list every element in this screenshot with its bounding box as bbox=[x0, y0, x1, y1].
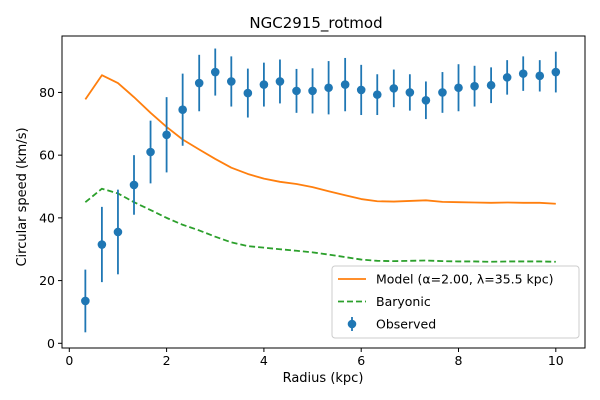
x-tick-label: 4 bbox=[260, 353, 268, 368]
legend-observed-marker bbox=[347, 319, 357, 329]
observed-point bbox=[502, 73, 512, 82]
chart-title: NGC2915_rotmod bbox=[249, 14, 382, 33]
y-tick-label: 80 bbox=[39, 85, 55, 100]
observed-point bbox=[324, 83, 333, 93]
observed-point bbox=[405, 88, 415, 97]
legend: Model (α=2.00, λ=35.5 kpc) Baryonic Observ… bbox=[331, 265, 580, 339]
observed-point bbox=[113, 227, 123, 237]
observed-point bbox=[292, 86, 301, 96]
y-tick-label: 0 bbox=[47, 336, 55, 351]
observed-point bbox=[146, 147, 155, 157]
x-tick-label: 10 bbox=[548, 353, 564, 368]
observed-point bbox=[551, 67, 561, 77]
observed-point bbox=[178, 105, 187, 114]
observed-point bbox=[356, 85, 366, 95]
observed-point bbox=[97, 240, 107, 249]
observed-point bbox=[421, 95, 431, 105]
observed-point bbox=[129, 180, 139, 190]
y-tick-label: 40 bbox=[39, 210, 55, 225]
legend-baryonic-label: Baryonic bbox=[376, 294, 431, 309]
observed-point bbox=[308, 86, 317, 96]
legend-observed-label: Observed bbox=[376, 317, 436, 332]
observed-point bbox=[259, 80, 269, 89]
observed-point bbox=[243, 88, 253, 98]
observed-point bbox=[194, 78, 204, 88]
observed-point bbox=[518, 69, 528, 78]
legend-model-label: Model (α=2.00, λ=35.5 kpc) bbox=[376, 272, 553, 287]
plot-area bbox=[81, 48, 561, 333]
y-tick-label: 20 bbox=[39, 273, 55, 288]
x-tick-label: 0 bbox=[65, 353, 73, 368]
observed-point bbox=[454, 83, 463, 93]
observed-point bbox=[275, 77, 285, 86]
x-tick-label: 2 bbox=[163, 353, 171, 368]
observed-point bbox=[372, 90, 382, 99]
x-tick-label: 8 bbox=[455, 353, 463, 368]
model-line bbox=[84, 74, 556, 205]
observed-point bbox=[535, 71, 545, 81]
axes: 0 2 4 6 8 10 0 20 40 60 80 bbox=[39, 35, 586, 368]
observed-point bbox=[340, 80, 350, 89]
observed-point bbox=[486, 80, 496, 90]
legend-box bbox=[331, 265, 580, 339]
x-axis-label: Radius (kpc) bbox=[283, 371, 364, 386]
observed-point bbox=[389, 84, 399, 93]
observed-point bbox=[470, 81, 479, 91]
plot-frame bbox=[61, 35, 586, 349]
observed-point bbox=[438, 88, 447, 97]
baryonic-line bbox=[84, 187, 556, 263]
y-tick-label: 60 bbox=[39, 148, 55, 163]
y-axis-label: Circular speed (km/s) bbox=[15, 127, 30, 266]
observed-point bbox=[227, 77, 236, 86]
observed-point bbox=[162, 130, 171, 140]
observed-point bbox=[210, 67, 220, 77]
x-tick-label: 6 bbox=[357, 353, 365, 368]
observed-point bbox=[81, 296, 90, 306]
